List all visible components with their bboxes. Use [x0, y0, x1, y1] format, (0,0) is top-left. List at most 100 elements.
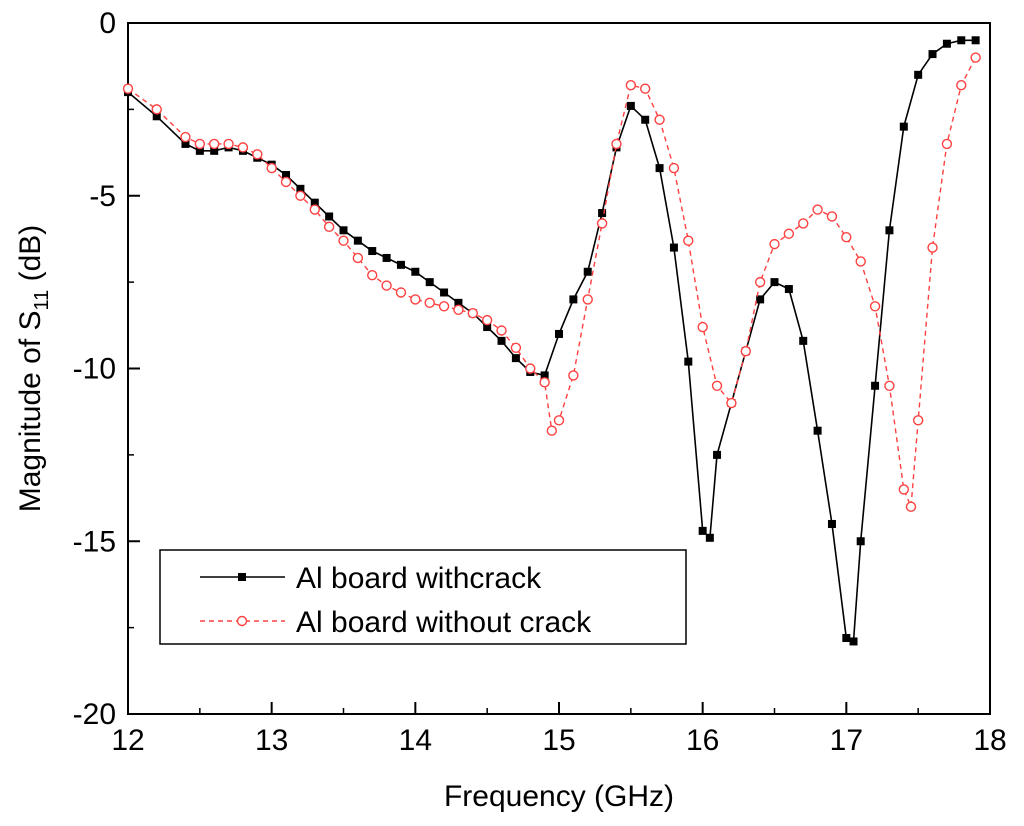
x-tick-label: 14: [399, 724, 432, 757]
data-point: [783, 228, 795, 239]
legend-label-without-crack: Al board without crack: [296, 606, 592, 639]
ticks-layer: 12 13 14 15 16 17 18 0 -5 -10 -15 -20: [73, 7, 1007, 757]
y-tick-label: -15: [73, 525, 116, 558]
data-point: [683, 235, 694, 246]
data-point: [885, 226, 894, 235]
data-point: [310, 198, 319, 207]
data-point: [223, 138, 234, 150]
data-point: [438, 301, 450, 312]
data-point: [553, 415, 565, 426]
y-tick-label: -5: [89, 180, 116, 213]
data-point: [849, 637, 858, 646]
legend: Al board withcrack Al board without crac…: [159, 549, 687, 645]
data-point: [713, 450, 722, 459]
data-point: [352, 252, 364, 264]
data-point: [912, 415, 924, 426]
data-point: [583, 267, 592, 276]
data-point: [481, 314, 493, 326]
data-point: [856, 537, 865, 546]
data-point: [869, 301, 881, 312]
series-without-crack: [122, 52, 981, 512]
data-point: [726, 397, 737, 409]
data-point: [496, 325, 507, 336]
plot-area: 12 13 14 15 16 17 18 0 -5 -10 -15 -20: [73, 7, 1007, 757]
legend-marker-without-crack: [236, 615, 248, 627]
data-point: [568, 370, 579, 381]
y-axis-label-main: Magnitude of S: [14, 310, 47, 512]
data-point: [546, 425, 558, 436]
data-point: [826, 211, 838, 222]
data-point: [957, 36, 966, 45]
data-point: [510, 342, 522, 353]
data-point: [323, 221, 335, 233]
data-point: [914, 70, 923, 79]
data-point: [266, 162, 277, 174]
data-point: [539, 377, 550, 388]
data-point: [582, 294, 593, 305]
x-tick-label: 15: [542, 724, 575, 757]
data-point: [641, 115, 650, 124]
data-point: [252, 149, 263, 160]
data-point: [871, 381, 880, 390]
data-point: [668, 162, 680, 174]
data-point: [956, 79, 967, 91]
data-point: [467, 308, 478, 319]
data-point: [941, 138, 953, 150]
data-point: [698, 526, 707, 535]
data-point: [784, 285, 793, 294]
data-point: [280, 176, 292, 188]
data-point: [440, 288, 449, 297]
data-point: [210, 146, 219, 155]
data-point: [396, 260, 405, 269]
data-point: [654, 114, 665, 125]
data-point: [756, 295, 765, 304]
data-point: [395, 287, 407, 298]
data-point: [325, 212, 334, 221]
data-point: [425, 278, 434, 287]
data-point: [884, 380, 895, 391]
data-point: [454, 298, 463, 307]
data-point: [339, 226, 348, 235]
series-layer: [122, 36, 981, 646]
data-point: [122, 83, 134, 94]
data-point: [899, 122, 908, 131]
data-point: [942, 39, 951, 48]
data-point: [180, 131, 191, 143]
data-point: [842, 633, 851, 642]
series-line: [127, 57, 977, 507]
data-point: [754, 276, 766, 288]
data-point: [194, 138, 206, 150]
data-point: [540, 371, 549, 380]
data-point: [970, 52, 981, 63]
data-point: [798, 218, 809, 229]
data-point: [483, 323, 492, 332]
data-point: [367, 270, 378, 281]
x-tick-label: 16: [686, 724, 719, 757]
data-point: [898, 484, 909, 495]
y-tick-label: 0: [99, 7, 116, 40]
data-point: [669, 243, 678, 252]
data-point: [382, 253, 391, 262]
data-point: [295, 190, 306, 201]
legend-label-withcrack: Al board withcrack: [296, 562, 542, 595]
data-point: [151, 104, 162, 115]
data-point: [497, 336, 506, 345]
legend-box: [159, 549, 687, 645]
data-point: [282, 171, 291, 180]
data-point: [181, 139, 190, 148]
data-point: [410, 294, 421, 305]
data-point: [626, 101, 635, 110]
data-point: [381, 280, 392, 291]
data-point: [296, 184, 305, 193]
data-point: [697, 321, 708, 333]
data-point: [655, 164, 664, 173]
data-point: [841, 232, 852, 243]
x-tick-label: 12: [111, 724, 144, 757]
data-point: [705, 533, 714, 542]
data-point: [569, 295, 578, 304]
y-axis-label-subscript: 11: [31, 290, 53, 311]
data-point: [611, 138, 622, 150]
data-point: [338, 235, 349, 246]
data-point: [740, 346, 751, 357]
